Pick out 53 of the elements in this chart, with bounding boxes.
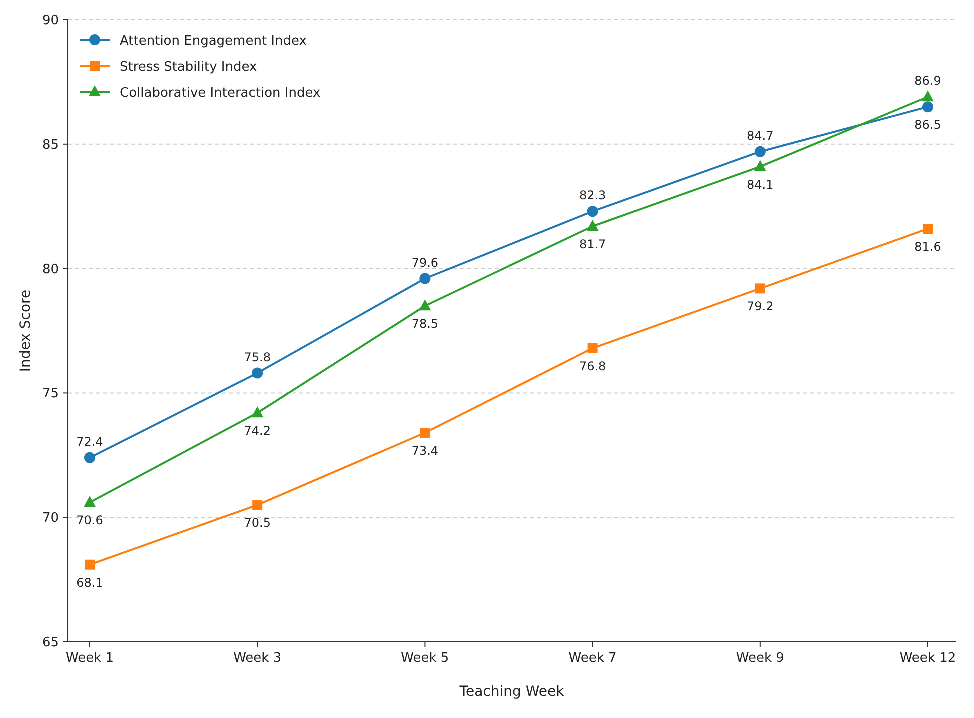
point [754, 146, 766, 158]
data-label: 81.6 [914, 240, 942, 254]
point [252, 500, 263, 510]
y-tick-label: 85 [42, 138, 59, 153]
y-tick-label: 80 [42, 262, 59, 278]
legend-label: Collaborative Interaction Index [120, 86, 322, 101]
point [420, 273, 431, 284]
x-tick-label: Week 3 [234, 651, 282, 666]
point [420, 428, 430, 438]
data-label: 72.4 [76, 434, 104, 449]
point [923, 224, 933, 234]
point [419, 300, 432, 311]
x-tick-label: Week 12 [900, 651, 956, 666]
data-label: 76.8 [579, 359, 606, 374]
legend-label: Stress Stability Index [120, 60, 258, 75]
data-label: 84.1 [747, 178, 774, 192]
point [755, 284, 766, 294]
data-label: 84.7 [747, 128, 774, 143]
point [84, 452, 96, 464]
x-tick-label: Week 9 [736, 651, 784, 666]
point [586, 220, 599, 232]
y-tick-label: 75 [42, 386, 59, 402]
data-label: 82.3 [579, 188, 606, 203]
data-label: 75.8 [244, 350, 271, 364]
point [922, 102, 934, 113]
data-label: 70.5 [244, 516, 271, 530]
data-label: 70.6 [76, 514, 104, 528]
legend-label: Attention Engagement Index [120, 34, 308, 49]
data-label: 79.2 [747, 300, 774, 314]
data-label: 86.5 [914, 118, 942, 132]
point [85, 560, 95, 570]
point [587, 206, 598, 218]
y-tick-label: 65 [42, 636, 59, 650]
point [84, 496, 96, 508]
data-label: 78.5 [412, 317, 439, 332]
point [922, 90, 934, 102]
data-label: 73.4 [412, 444, 439, 458]
data-label: 81.7 [579, 238, 606, 252]
data-label: 79.6 [412, 256, 439, 270]
x-axis-title: Teaching Week [458, 684, 566, 700]
x-tick-label: Week 7 [568, 651, 617, 666]
data-label: 86.9 [914, 74, 942, 88]
y-tick-label: 70 [42, 511, 59, 526]
x-tick-label: Week 5 [401, 651, 450, 666]
x-tick-label: Week 1 [66, 651, 114, 666]
y-axis-title: Index Score [18, 290, 34, 372]
point [252, 368, 264, 379]
y-tick-label: 90 [42, 14, 59, 28]
data-label: 74.2 [244, 424, 271, 438]
point [588, 343, 598, 354]
point [754, 160, 766, 172]
data-label: 68.1 [76, 576, 104, 590]
point [252, 406, 264, 418]
